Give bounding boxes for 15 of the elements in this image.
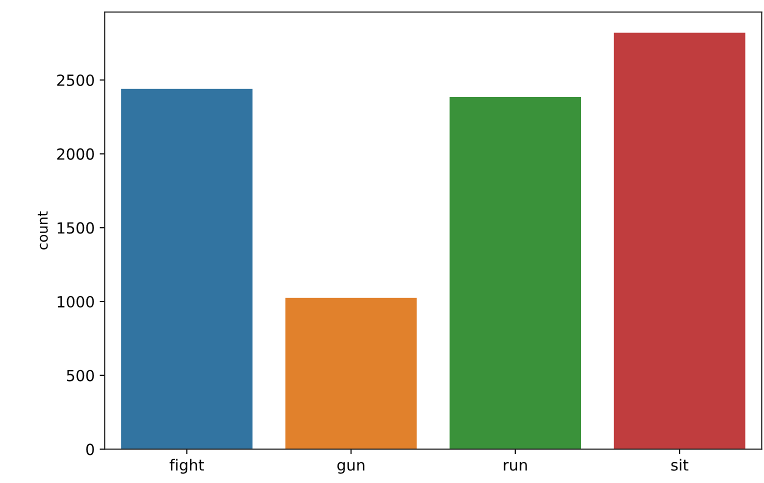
y-tick-label: 0	[86, 444, 94, 456]
y-tick-label: 2000	[57, 148, 94, 160]
y-tick-label: 500	[66, 370, 94, 382]
x-tick-label: gun	[337, 462, 364, 474]
x-tick-label: fight	[170, 458, 204, 474]
bar	[614, 32, 746, 450]
x-tick-label: sit	[671, 458, 688, 471]
y-axis-title: count	[38, 211, 48, 250]
y-tick-label: 2500	[57, 74, 94, 86]
bar	[450, 96, 582, 450]
y-tick-label: 1000	[58, 296, 94, 308]
bar	[121, 88, 252, 450]
x-tick-label: run	[504, 462, 527, 471]
y-tick-label: 1500	[58, 222, 94, 234]
bar	[285, 298, 417, 450]
